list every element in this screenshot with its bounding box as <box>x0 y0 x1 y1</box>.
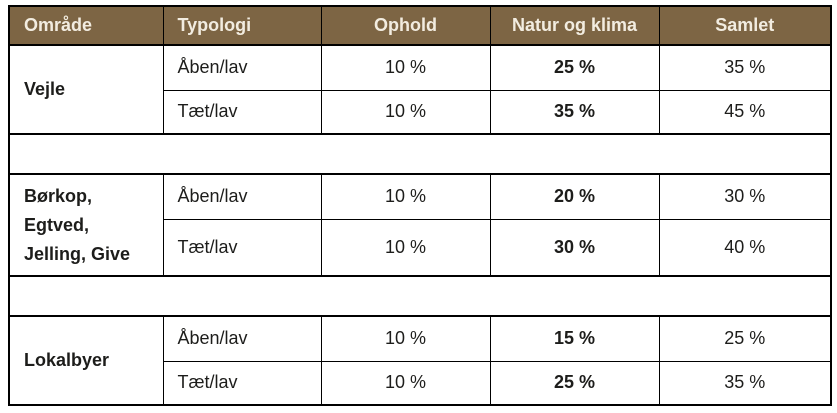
area-cell-boerkop-egtved-jelling-give: Børkop, Egtved, Jelling, Give <box>8 173 164 277</box>
samlet-value-cell: 45 % <box>658 89 832 135</box>
header-row: Område Typologi Ophold Natur og klima Sa… <box>8 5 832 46</box>
natur-value-cell: 25 % <box>489 360 660 406</box>
typology-cell: Tæt/lav <box>162 218 322 277</box>
typology-cell: Åben/lav <box>162 315 322 362</box>
table-row: Lokalbyer Åben/lav 10 % 15 % 25 % <box>8 315 832 406</box>
table-row: Vejle Åben/lav 10 % 25 % 35 % <box>8 44 832 135</box>
spacer-row <box>9 275 831 317</box>
column-header-natur-og-klima: Natur og klima <box>489 5 660 46</box>
table-header: Område Typologi Ophold Natur og klima Sa… <box>8 5 832 46</box>
natur-value-cell: 25 % <box>489 44 660 91</box>
ophold-value-cell: 10 % <box>320 89 491 135</box>
table-row: Tæt/lav 10 % 30 % 40 % <box>9 218 832 277</box>
natur-value-cell: 20 % <box>489 173 660 220</box>
natur-value-cell: 15 % <box>489 315 660 362</box>
samlet-value-cell: 25 % <box>658 315 832 362</box>
column-header-omraade: Område <box>8 5 164 46</box>
ophold-value-cell: 10 % <box>320 218 491 277</box>
column-header-typologi: Typologi <box>162 5 322 46</box>
samlet-value-cell: 40 % <box>658 218 832 277</box>
spacer-cell <box>9 275 831 317</box>
samlet-value-cell: 35 % <box>658 360 832 406</box>
table-row: Tæt/lav 10 % 25 % 35 % <box>9 360 832 406</box>
samlet-value-cell: 35 % <box>658 44 832 91</box>
ophold-value-cell: 10 % <box>320 44 491 91</box>
ophold-value-cell: 10 % <box>320 315 491 362</box>
typology-cell: Tæt/lav <box>162 360 322 406</box>
column-header-ophold: Ophold <box>320 5 491 46</box>
table-body: Vejle Åben/lav 10 % 25 % 35 % Tæt/lav 10… <box>8 44 832 406</box>
spacer-cell <box>9 133 831 175</box>
table-row: Børkop, Egtved, Jelling, Give Åben/lav 1… <box>8 173 832 277</box>
typology-cell: Åben/lav <box>162 44 322 91</box>
natur-value-cell: 30 % <box>489 218 660 277</box>
samlet-value-cell: 30 % <box>658 173 832 220</box>
area-typology-percentage-table: Område Typologi Ophold Natur og klima Sa… <box>8 5 832 406</box>
area-cell-lokalbyer: Lokalbyer <box>8 315 164 406</box>
ophold-value-cell: 10 % <box>320 173 491 220</box>
typology-cell: Åben/lav <box>162 173 322 220</box>
table-row: Tæt/lav 10 % 35 % 45 % <box>9 89 832 135</box>
ophold-value-cell: 10 % <box>320 360 491 406</box>
natur-value-cell: 35 % <box>489 89 660 135</box>
typology-cell: Tæt/lav <box>162 89 322 135</box>
area-cell-vejle: Vejle <box>8 44 164 135</box>
spacer-row <box>9 133 831 175</box>
column-header-samlet: Samlet <box>658 5 832 46</box>
